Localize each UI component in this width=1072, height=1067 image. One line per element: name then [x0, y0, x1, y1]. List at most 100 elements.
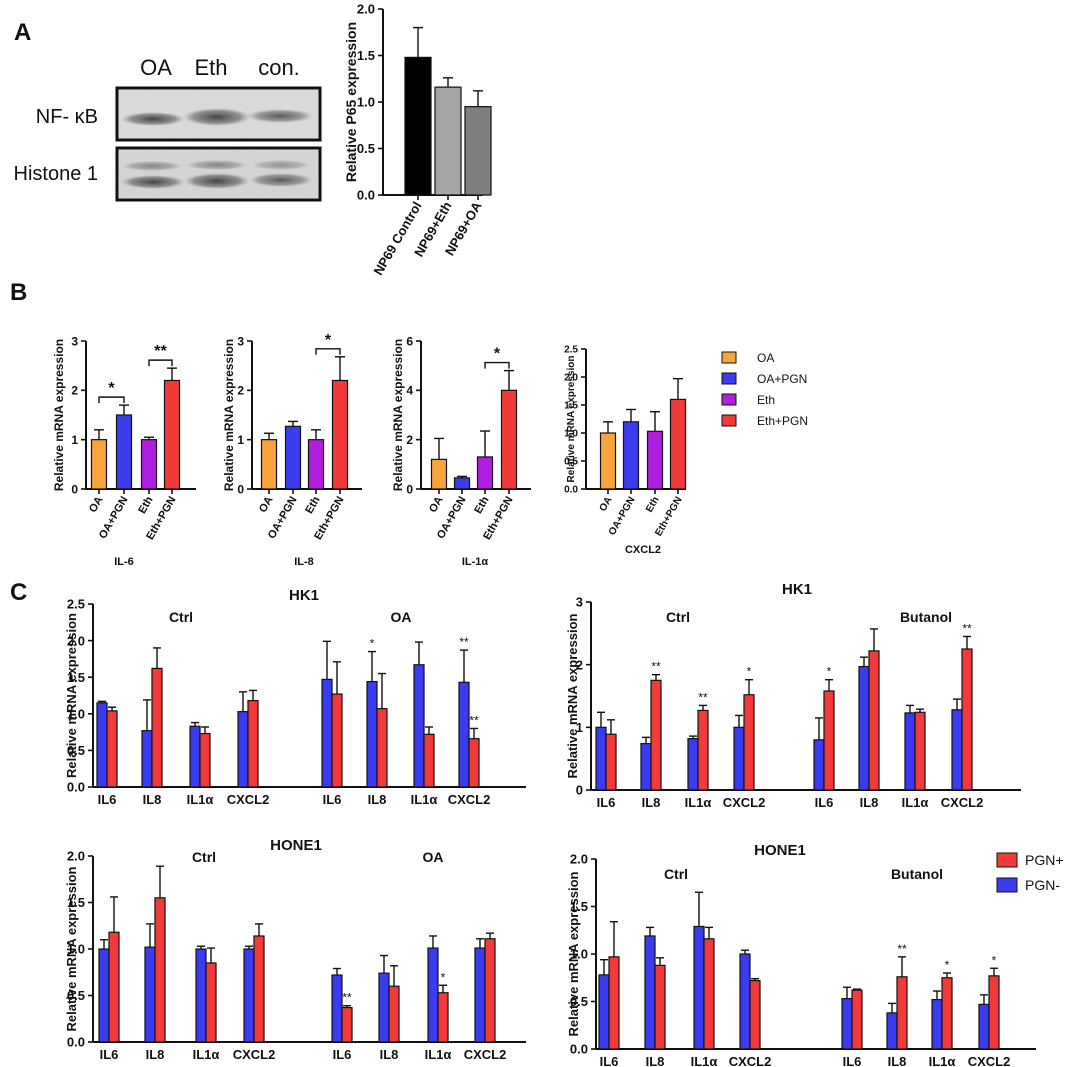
group-label: OA	[423, 849, 444, 865]
bar-pgn-minusplus	[423, 733, 435, 788]
chart-c_hone1_oa: 0.0 0.5 1.0 1.5 2.0 Relative mRNA expression I…	[64, 837, 526, 1062]
bar-pgn-minusplus	[151, 667, 163, 788]
bar-pgn-minusplus	[484, 938, 496, 1043]
bar	[476, 456, 494, 490]
y-tick-label: 1.5	[570, 899, 588, 914]
legend-swatch	[721, 351, 737, 364]
x-tick-label: CXCL2	[227, 792, 270, 807]
y-tick-label: 2.0	[564, 373, 578, 384]
chart-c_hone1_butanol: 0.0 0.5 1.0 1.5 2.0 Relative mRNA expression I…	[566, 842, 1036, 1067]
bar-pgn-minus	[321, 678, 333, 788]
x-tick-label: OA	[87, 494, 106, 514]
bar-pgn-minusplus	[154, 897, 166, 1043]
significance-bracket	[315, 348, 341, 355]
significance-mark: **	[698, 690, 708, 704]
group-label: Ctrl	[664, 866, 688, 882]
group-label: Ctrl	[192, 849, 216, 865]
significance-mark: **	[651, 660, 661, 674]
significance-mark: **	[469, 713, 479, 727]
x-tick-label: IL6	[843, 1054, 862, 1067]
bar-pgn-minusplus	[106, 710, 118, 788]
band-histone-oa	[121, 175, 185, 189]
bar-pgn-minusplus	[376, 708, 388, 788]
x-tick-label: IL8	[888, 1054, 907, 1067]
significance-mark: *	[945, 958, 950, 972]
x-tick-label: IL1α	[411, 792, 438, 807]
bar	[464, 106, 492, 196]
y-axis-label: Relative mRNA expression	[566, 356, 577, 483]
bar-pgn-minus	[243, 948, 255, 1043]
blot-lane-con: con.	[258, 55, 300, 80]
x-tick-label: IL1α	[929, 1054, 956, 1067]
band-histone-con-upper	[251, 160, 311, 170]
x-tick-label: CXCL2	[723, 795, 766, 810]
x-tick-label: OA	[598, 495, 615, 513]
y-tick-label: 0	[71, 482, 78, 496]
x-tick-label: IL8	[860, 795, 879, 810]
bar-pgn-minusplus	[988, 975, 1000, 1050]
y-tick-label: 0	[237, 482, 244, 496]
bar-pgn-minus	[931, 998, 943, 1050]
bar	[599, 432, 617, 490]
legend-swatch	[721, 372, 737, 385]
y-tick-label: 1.5	[564, 401, 578, 412]
x-tick-label: IL8	[368, 792, 387, 807]
significance-mark: *	[494, 346, 501, 363]
y-tick-label: 1.0	[570, 947, 588, 962]
y-tick-label: 0.5	[67, 743, 85, 758]
significance-bracket	[98, 396, 125, 404]
significance-mark: **	[962, 621, 972, 635]
x-tick-label: NP69 Control	[370, 199, 424, 278]
bar-pgn-minus	[904, 712, 916, 791]
group-label: Butanol	[891, 866, 943, 882]
bar-pgn-minusplus	[650, 679, 662, 791]
band-histone-eth-upper	[186, 160, 248, 170]
bar-pgn-minusplus	[868, 650, 880, 791]
y-tick-label: 1.5	[357, 48, 375, 63]
bar-pgn-minus	[644, 935, 656, 1050]
y-axis-label: Relative mRNA expression	[64, 613, 79, 778]
y-tick-label: 1.0	[67, 942, 85, 957]
chart-title: HK1	[782, 581, 812, 598]
bar-pgn-minus	[841, 998, 853, 1050]
bar-pgn-minusplus	[697, 709, 709, 791]
bar-pgn-minus	[96, 702, 108, 788]
bar-pgn-minusplus	[703, 938, 715, 1050]
legend-label: Eth	[757, 393, 775, 407]
y-tick-label: 2.0	[570, 852, 588, 867]
y-tick-label: 6	[406, 334, 413, 348]
bar	[284, 425, 302, 490]
bar-pgn-minus	[733, 726, 745, 791]
bar-pgn-minusplus	[108, 931, 120, 1043]
bar	[140, 439, 158, 490]
bar-pgn-minus	[739, 953, 751, 1050]
bar-pgn-minus	[331, 974, 343, 1043]
blot-row-histone: Histone 1	[14, 163, 99, 185]
significance-mark: **	[459, 635, 469, 649]
x-tick-label: CXCL2	[464, 1047, 507, 1062]
x-axis-label: IL-1α	[462, 556, 489, 568]
bar	[453, 477, 471, 490]
x-tick-label: IL8	[646, 1054, 665, 1067]
band-nfkb-con	[247, 109, 313, 123]
x-tick-label: IL1α	[691, 1054, 718, 1067]
y-tick-label: 0	[576, 783, 583, 798]
significance-mark: *	[992, 953, 997, 967]
group-label: OA	[391, 609, 412, 625]
chart-title: HK1	[289, 587, 319, 604]
y-axis-label: Relative P65 expression	[343, 22, 359, 182]
band-histone-oa-upper	[122, 161, 182, 171]
y-tick-label: 4	[406, 384, 413, 398]
group-label: Ctrl	[169, 609, 193, 625]
y-axis-label: Relative mRNA expression	[566, 871, 581, 1036]
band-nfkb-oa	[121, 112, 185, 126]
x-tick-label: IL1α	[685, 795, 712, 810]
legend-c: PGN+ PGN-	[996, 852, 1064, 893]
x-tick-label: IL6	[600, 1054, 619, 1067]
bar	[260, 439, 278, 490]
y-tick-label: 0.0	[564, 485, 578, 496]
x-tick-label: CXCL2	[968, 1054, 1011, 1067]
y-tick-label: 0.0	[357, 188, 375, 203]
bar	[115, 414, 133, 490]
